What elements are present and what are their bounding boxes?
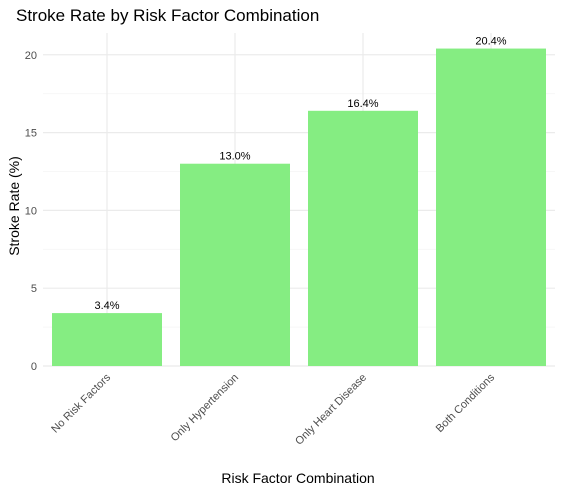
- data-label: 20.4%: [475, 36, 506, 48]
- data-labels: 3.4% 13.0% 16.4% 20.4%: [94, 36, 506, 313]
- y-tick-label: 0: [31, 361, 37, 373]
- data-label: 16.4%: [347, 98, 378, 110]
- x-tick-label: Both Conditions: [434, 371, 498, 435]
- bars: [52, 48, 546, 366]
- x-tick-label: Only Hypertension: [169, 372, 241, 444]
- y-axis-title: Stroke Rate (%): [6, 156, 22, 256]
- data-label: 13.0%: [219, 151, 250, 163]
- x-axis-title: Risk Factor Combination: [221, 470, 374, 486]
- data-label: 3.4%: [94, 300, 119, 312]
- bar: [180, 163, 290, 366]
- chart-title: Stroke Rate by Risk Factor Combination: [16, 6, 319, 25]
- y-tick-label: 5: [31, 283, 37, 295]
- bar: [436, 48, 546, 366]
- x-tick-label: Only Heart Disease: [293, 372, 369, 448]
- y-tick-label: 15: [25, 128, 37, 140]
- bar: [308, 110, 418, 366]
- x-axis-ticks: No Risk Factors Only Hypertension Only Hea…: [49, 371, 497, 447]
- y-tick-label: 20: [25, 50, 37, 62]
- y-axis-ticks: 0 5 10 15 20: [25, 50, 37, 373]
- x-tick-label: No Risk Factors: [49, 371, 113, 435]
- y-tick-label: 10: [25, 205, 37, 217]
- bar: [52, 313, 162, 366]
